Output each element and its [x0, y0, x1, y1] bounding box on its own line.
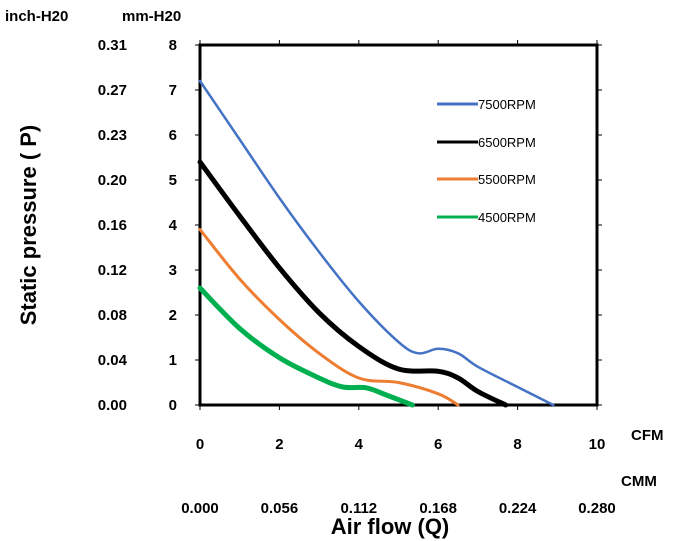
- x-tick-label-cfm: 10: [589, 436, 606, 453]
- y-axis-title: Static pressure ( P): [16, 125, 41, 326]
- x-tick-label-cfm: 0: [196, 436, 204, 453]
- x-tick-label-cmm: 0.056: [261, 500, 299, 517]
- series-line-6500rpm: [197, 159, 509, 408]
- x-tick-label-cmm: 0.112: [340, 500, 377, 517]
- x-tick-label-cfm: 8: [513, 436, 521, 453]
- x-tick-label-cfm: 6: [434, 436, 442, 453]
- y-tick-label-mm: 3: [169, 262, 177, 279]
- unit-mm-h2o-label: mm-H20: [122, 8, 181, 25]
- y-tick-label-mm: 2: [169, 307, 177, 324]
- y-tick-label-inch: 0.31: [98, 37, 127, 54]
- unit-inch-h2o-label: inch-H20: [5, 8, 68, 25]
- legend-label-6500rpm: 6500RPM: [478, 135, 536, 150]
- x-tick-label-cmm: 0.168: [419, 500, 457, 517]
- y-tick-label-mm: 1: [169, 352, 177, 369]
- y-tick-label-mm: 5: [169, 172, 177, 189]
- series-line-7500rpm: [198, 79, 555, 407]
- y-tick-label-inch: 0.04: [98, 352, 128, 369]
- y-tick-label-mm: 7: [169, 82, 177, 99]
- plot-frame: [198, 43, 599, 407]
- series-line-4500rpm: [197, 285, 415, 408]
- x-tick-label-cmm: 0.224: [499, 500, 537, 517]
- x-tick-label-cmm: 0.000: [181, 500, 219, 517]
- y-tick-label-mm: 6: [169, 127, 177, 144]
- unit-cmm-label: CMM: [621, 473, 657, 490]
- x-tick-label-cmm: 0.280: [578, 500, 616, 517]
- series-line-5500rpm: [198, 228, 460, 407]
- legend-label-5500rpm: 5500RPM: [478, 172, 536, 187]
- y-tick-label-inch: 0.00: [98, 397, 127, 414]
- legend-label-7500rpm: 7500RPM: [478, 97, 536, 112]
- y-tick-label-inch: 0.08: [98, 307, 127, 324]
- y-tick-label-mm: 0: [169, 397, 177, 414]
- tick-layer: 0 0.00 1 0.04 2 0.08 3 0.12 4 0.16 5 0.20 6 0.23 7 0.27…: [98, 37, 616, 517]
- y-tick-label-mm: 4: [169, 217, 178, 234]
- x-tick-label-cfm: 4: [355, 436, 364, 453]
- y-tick-label-inch: 0.27: [98, 82, 127, 99]
- x-tick-label-cfm: 2: [275, 436, 283, 453]
- y-tick-label-inch: 0.20: [98, 172, 127, 189]
- legend: 7500RPM 6500RPM 5500RPM 4500RPM: [437, 97, 536, 225]
- x-axis-title: Air flow (Q): [331, 514, 450, 539]
- y-tick-label-inch: 0.23: [98, 127, 127, 144]
- legend-label-4500rpm: 4500RPM: [478, 210, 536, 225]
- y-tick-label-mm: 8: [169, 37, 177, 54]
- y-tick-label-inch: 0.16: [98, 217, 127, 234]
- series-layer: [197, 79, 555, 408]
- y-tick-label-inch: 0.12: [98, 262, 127, 279]
- unit-cfm-label: CFM: [631, 427, 664, 444]
